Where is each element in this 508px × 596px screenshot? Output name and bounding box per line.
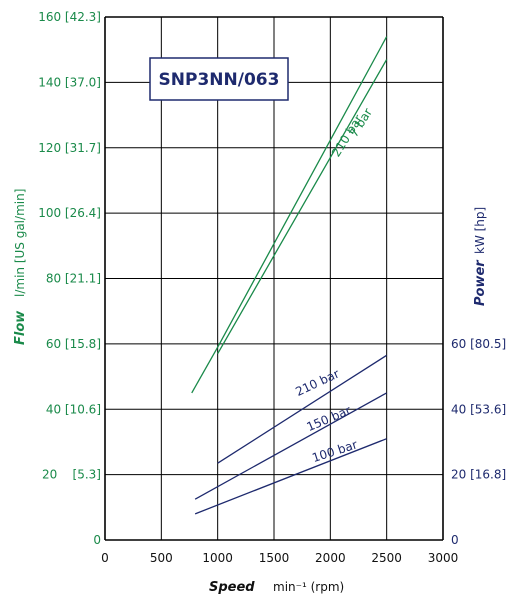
y-left-label: Flow l/min [US gal/min] [13,189,28,345]
title-text: SNP3NN/063 [159,70,280,90]
y-right-label-bold: Power [473,259,488,306]
x-tick-label: 500 [150,551,173,565]
x-axis-label: Speed min⁻¹ (rpm) [209,580,344,595]
y-left-label-bold: Flow [13,310,28,345]
y-left-tick-label: 160 [42.3] [38,10,101,24]
series-line [191,346,219,394]
y-right-label-unit: kW [hp] [473,207,487,254]
series-line [217,59,388,355]
y-left-label-unit: l/min [US gal/min] [13,189,27,297]
series-line [194,438,387,515]
y-left-tick-label: 20 [5.3] [42,468,101,482]
y-left-tick-label: 40 [10.6] [46,402,101,416]
series-line [217,36,388,348]
x-tick-label: 0 [101,551,109,565]
x-axis-label-bold: Speed [209,580,255,595]
series-label: 150 bar [305,403,353,434]
y-left-tick-label: 120 [31.7] [38,141,101,155]
x-tick-label: 3000 [428,551,459,565]
y-left-tick-label: 140 [37.0] [38,75,101,89]
series-label: 100 bar [310,437,359,465]
y-left-tick-label: 60 [15.8] [46,337,101,351]
chart-title: SNP3NN/063 [149,57,289,101]
y-left-tick-label: 80 [21.1] [46,272,101,286]
y-right-tick-label: 0 [451,533,459,547]
y-left-tick-label: 0 [93,533,101,547]
series-label: 210 bar [293,367,341,399]
series-line [194,392,387,500]
y-right-tick-label: 20 [16.8] [451,468,506,482]
x-tick-label: 2000 [315,551,346,565]
y-right-tick-label: 60 [80.5] [451,337,506,351]
x-tick-label: 1500 [259,551,290,565]
y-right-label: Power kW [hp] [473,207,488,306]
tick-labels: 0 500 1000 1500 2000 2500 3000 0 20 [5.3] 40 [10.… [38,10,506,565]
y-left-tick-label: 100 [26.4] [38,206,101,220]
series-lines [191,36,388,515]
title-box [149,57,289,101]
x-axis-label-unit: min⁻¹ (rpm) [273,580,344,594]
x-tick-label: 2500 [371,551,402,565]
series-line [217,354,388,464]
y-right-tick-label: 40 [53.6] [451,402,506,416]
grid [104,16,444,541]
x-tick-label: 1000 [202,551,233,565]
